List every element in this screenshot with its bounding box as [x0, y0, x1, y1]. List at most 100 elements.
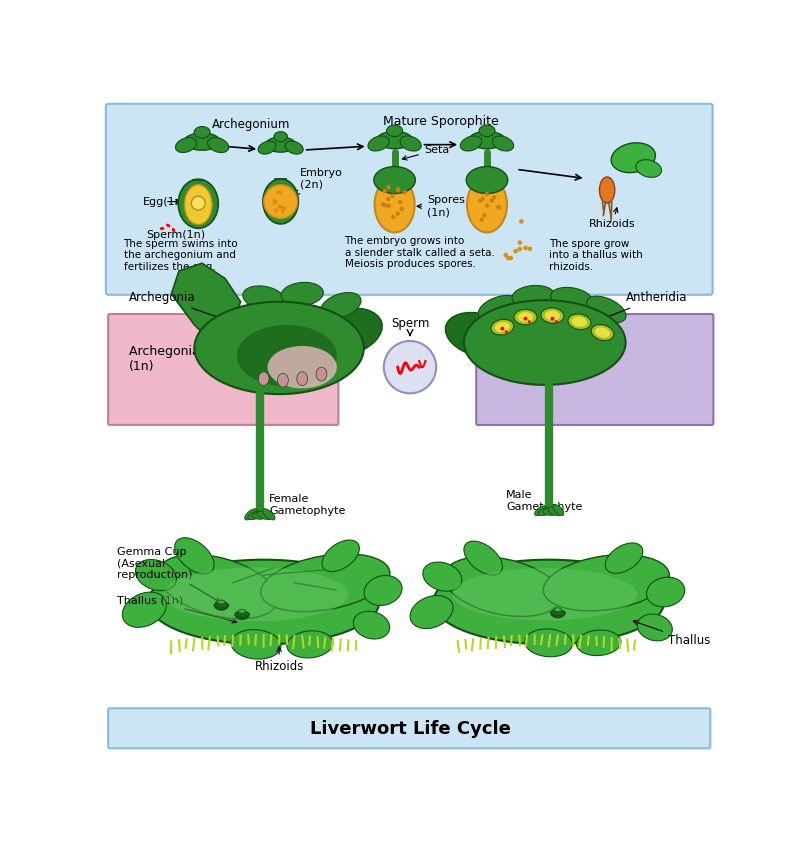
Circle shape	[527, 246, 532, 251]
Ellipse shape	[514, 310, 537, 325]
Text: Egg(1n): Egg(1n)	[143, 196, 187, 206]
Circle shape	[396, 187, 400, 191]
Circle shape	[381, 202, 385, 206]
Ellipse shape	[354, 612, 390, 639]
Ellipse shape	[307, 308, 382, 357]
Text: Sperm(1n): Sperm(1n)	[146, 230, 205, 240]
Text: Seta: Seta	[402, 145, 449, 160]
Ellipse shape	[237, 325, 337, 387]
Ellipse shape	[266, 137, 296, 152]
Ellipse shape	[278, 373, 288, 387]
Circle shape	[279, 205, 283, 209]
Ellipse shape	[452, 569, 637, 620]
Ellipse shape	[248, 511, 262, 519]
Circle shape	[523, 316, 527, 321]
Ellipse shape	[469, 131, 505, 149]
Ellipse shape	[636, 160, 662, 178]
Ellipse shape	[135, 559, 177, 591]
Ellipse shape	[460, 136, 482, 151]
Ellipse shape	[576, 630, 621, 656]
Circle shape	[496, 205, 501, 209]
Circle shape	[278, 205, 282, 208]
Ellipse shape	[464, 300, 626, 385]
Ellipse shape	[207, 138, 229, 152]
Text: Thallus: Thallus	[634, 620, 710, 647]
Ellipse shape	[423, 562, 462, 591]
Circle shape	[480, 217, 484, 222]
Circle shape	[492, 195, 496, 200]
Ellipse shape	[525, 629, 573, 656]
Ellipse shape	[611, 143, 655, 173]
Circle shape	[506, 255, 510, 261]
Circle shape	[382, 189, 387, 193]
Circle shape	[386, 185, 390, 190]
Circle shape	[396, 189, 400, 193]
Ellipse shape	[591, 325, 614, 341]
Circle shape	[282, 206, 286, 210]
Ellipse shape	[122, 592, 166, 628]
Ellipse shape	[572, 316, 587, 327]
Text: Rhizoids: Rhizoids	[254, 647, 304, 673]
Polygon shape	[171, 263, 241, 348]
Circle shape	[384, 341, 436, 393]
Ellipse shape	[538, 508, 552, 515]
Ellipse shape	[638, 614, 672, 640]
Circle shape	[274, 208, 278, 212]
Ellipse shape	[534, 506, 546, 516]
Ellipse shape	[374, 177, 414, 233]
Circle shape	[278, 190, 282, 195]
Ellipse shape	[545, 310, 560, 321]
Text: Archegonia: Archegonia	[129, 291, 226, 321]
Ellipse shape	[433, 560, 664, 645]
Ellipse shape	[214, 602, 228, 608]
Circle shape	[386, 204, 390, 208]
Circle shape	[518, 247, 522, 251]
Ellipse shape	[174, 538, 214, 574]
Ellipse shape	[377, 131, 413, 149]
Ellipse shape	[446, 312, 514, 357]
Ellipse shape	[551, 610, 565, 616]
Ellipse shape	[285, 141, 303, 154]
Circle shape	[519, 219, 524, 224]
Circle shape	[273, 199, 276, 202]
Text: Antheridial head
(1n): Antheridial head (1n)	[492, 345, 596, 373]
Ellipse shape	[494, 322, 510, 332]
Text: Sperm: Sperm	[391, 317, 429, 330]
Ellipse shape	[160, 227, 164, 230]
Ellipse shape	[479, 125, 495, 136]
Circle shape	[274, 200, 278, 204]
Ellipse shape	[274, 132, 287, 141]
Text: The spore grow
into a thallus with
rhizoids.: The spore grow into a thallus with rhizo…	[549, 239, 642, 272]
Circle shape	[518, 240, 522, 245]
Circle shape	[481, 197, 485, 201]
Ellipse shape	[368, 136, 389, 151]
Circle shape	[478, 199, 482, 203]
Text: Female
Gametophyte: Female Gametophyte	[269, 494, 346, 516]
Circle shape	[191, 196, 205, 210]
Ellipse shape	[297, 371, 307, 386]
Circle shape	[523, 245, 528, 250]
Circle shape	[509, 255, 513, 261]
Ellipse shape	[238, 609, 246, 613]
Ellipse shape	[478, 295, 518, 321]
Ellipse shape	[281, 283, 323, 305]
FancyBboxPatch shape	[108, 314, 338, 425]
Circle shape	[514, 249, 518, 254]
Circle shape	[482, 213, 486, 217]
Text: Embryo
(2n): Embryo (2n)	[295, 168, 342, 195]
Ellipse shape	[321, 293, 361, 319]
Text: Male
Gametophyte: Male Gametophyte	[506, 491, 582, 512]
Ellipse shape	[178, 179, 218, 228]
Text: Thallus (1n): Thallus (1n)	[118, 596, 237, 623]
Circle shape	[273, 201, 277, 205]
Ellipse shape	[172, 228, 175, 233]
Ellipse shape	[568, 314, 591, 330]
Ellipse shape	[410, 596, 453, 629]
Circle shape	[399, 206, 404, 212]
Ellipse shape	[512, 285, 554, 307]
Ellipse shape	[606, 543, 643, 574]
Ellipse shape	[586, 296, 626, 322]
Text: Archegonial head
(1n): Archegonial head (1n)	[129, 345, 238, 373]
Text: Antheridia: Antheridia	[598, 291, 687, 321]
Ellipse shape	[184, 184, 212, 225]
